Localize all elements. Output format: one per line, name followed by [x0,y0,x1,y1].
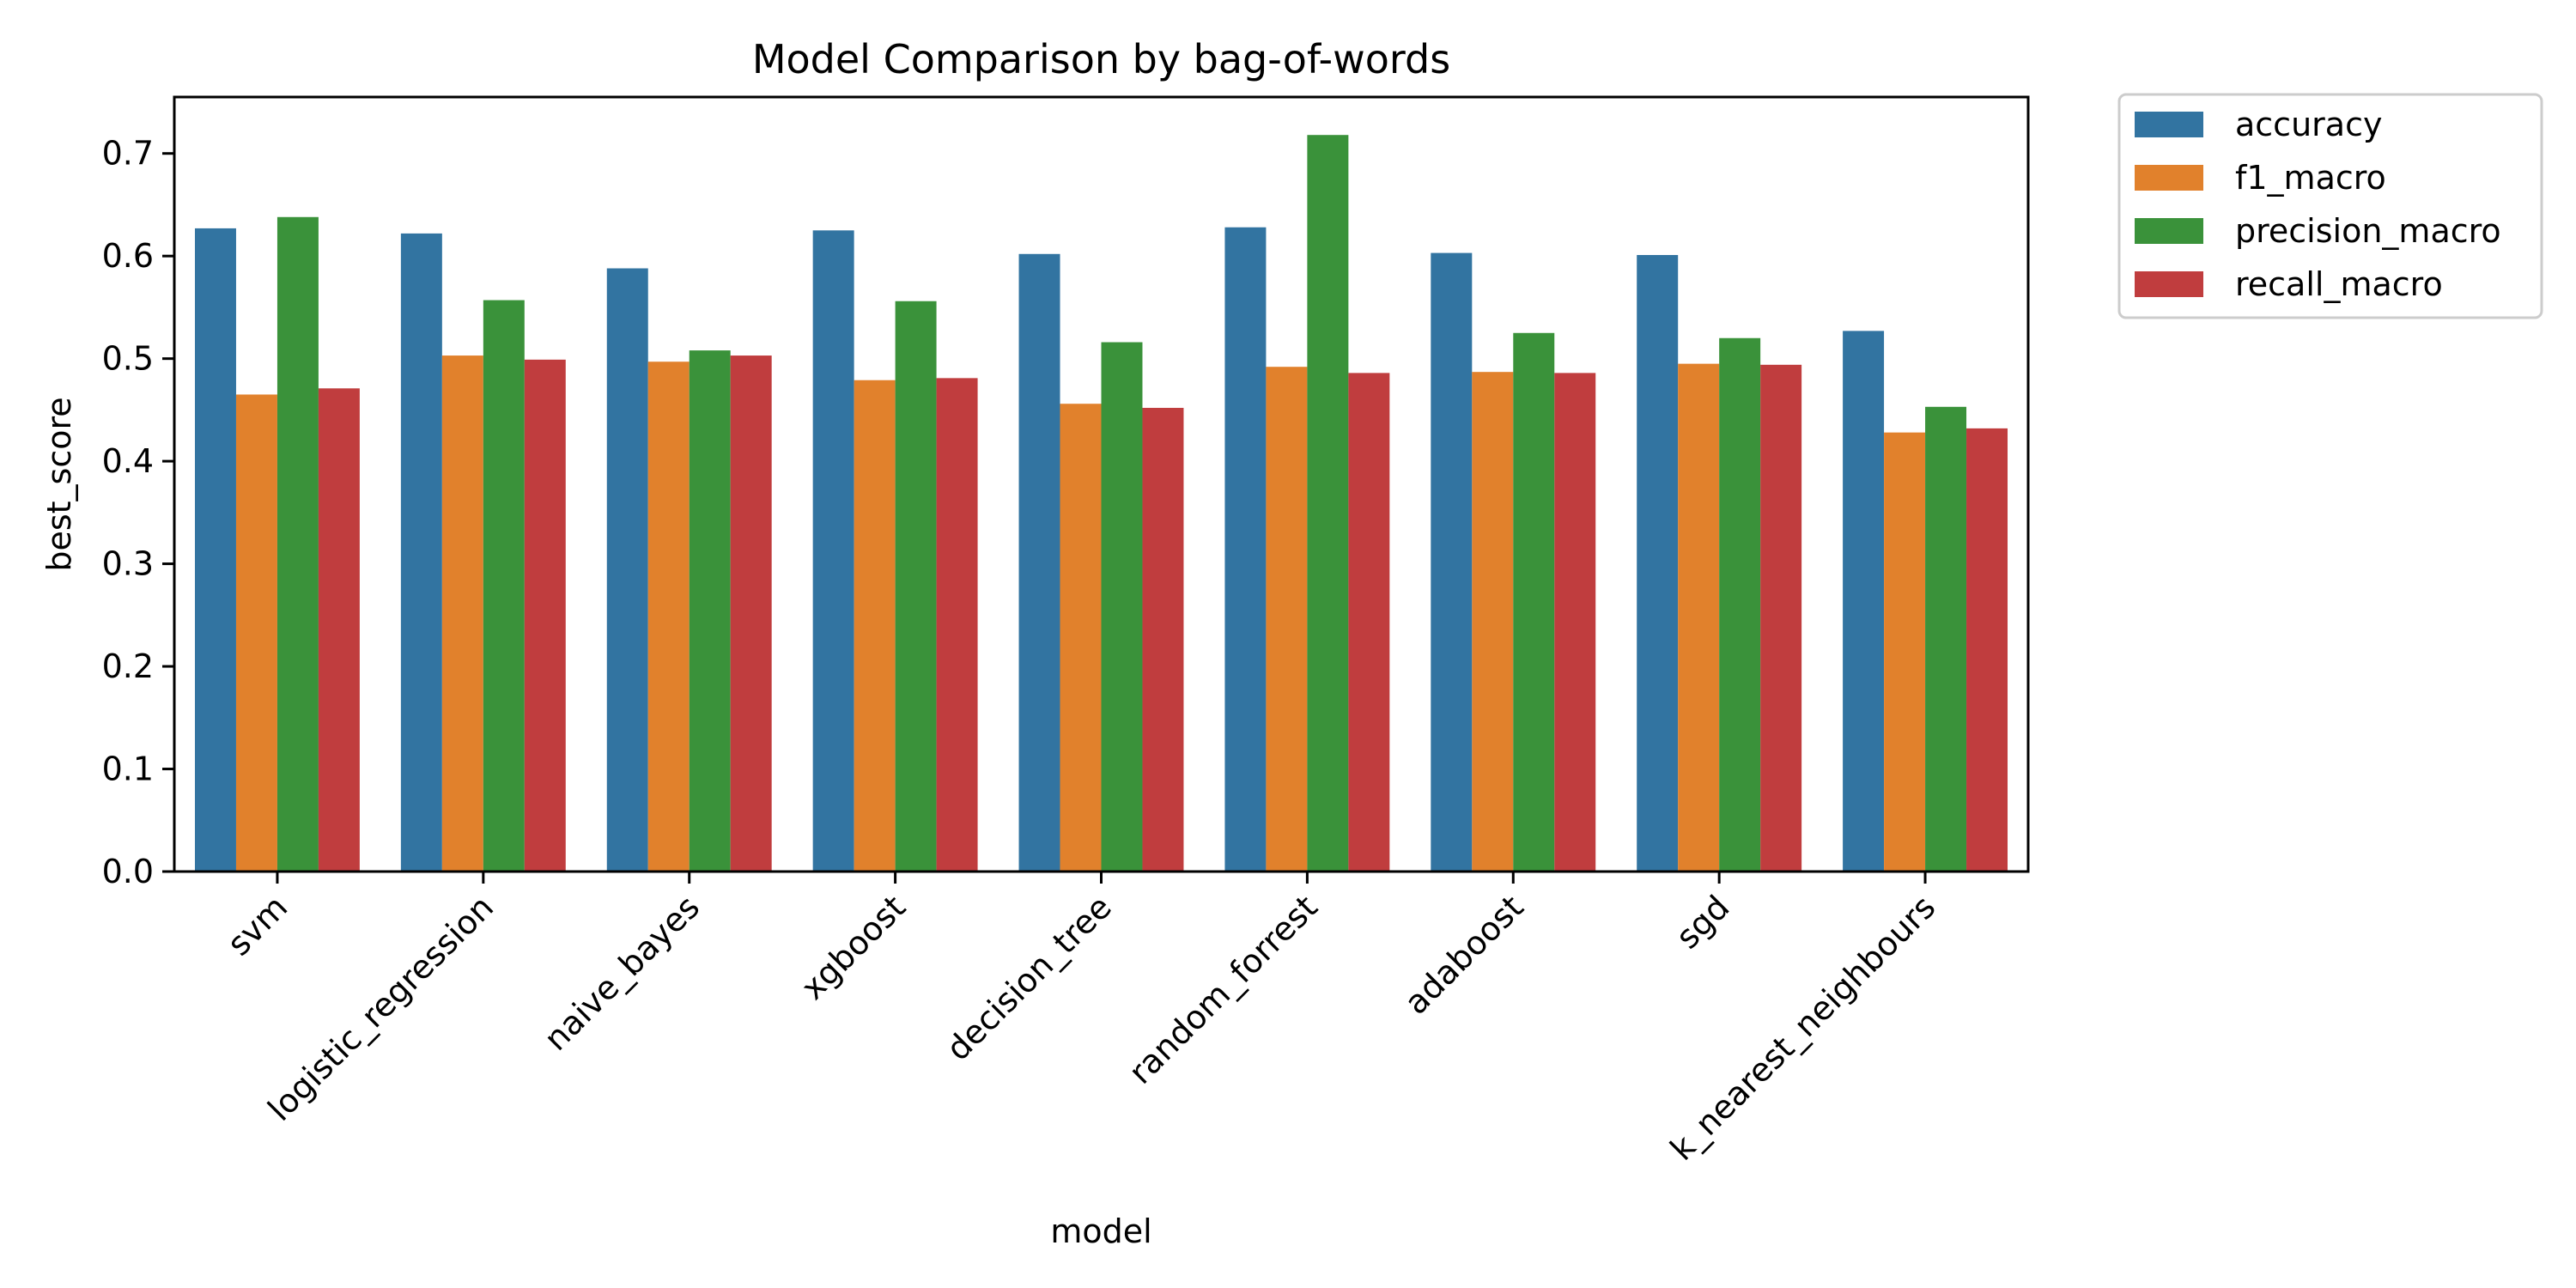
bar-naive_bayes-accuracy [606,268,648,872]
legend-frame [2117,93,2543,319]
y-tick-label: 0.5 [102,340,154,378]
y-tick-label: 0.7 [102,135,154,173]
legend-label-f1_macro: f1_macro [2235,159,2386,197]
x-tick-label: logistic_regression [260,888,501,1128]
bar-adaboost-accuracy [1431,252,1473,872]
bar-naive_bayes-recall_macro [730,355,772,872]
legend-swatch-precision_macro [2135,218,2203,244]
bar-sgd-f1_macro [1678,363,1720,872]
bar-xgboost-f1_macro [854,380,896,872]
bar-decision_tree-recall_macro [1142,407,1184,872]
bar-naive_bayes-precision_macro [689,350,731,872]
legend: accuracy f1_macro precision_macro recall_ma… [2117,93,2543,319]
bar-logistic_regression-precision_macro [483,300,525,872]
bar-adaboost-f1_macro [1472,372,1514,872]
bar-random_forrest-recall_macro [1348,373,1390,872]
bar-sgd-precision_macro [1719,337,1761,872]
bar-decision_tree-f1_macro [1060,404,1102,872]
bar-random_forrest-accuracy [1224,227,1267,872]
bar-logistic_regression-f1_macro [441,355,483,872]
bar-k_nearest_neighbours-f1_macro [1884,432,1926,872]
legend-swatch-f1_macro [2135,165,2203,191]
x-tick-label: sgd [1668,888,1736,956]
y-tick-label: 0.6 [102,237,154,275]
bar-xgboost-accuracy [812,230,854,872]
bar-sgd-accuracy [1637,254,1679,872]
bar-adaboost-precision_macro [1513,332,1555,872]
legend-label-recall_macro: recall_macro [2235,265,2443,303]
x-tick-label: decision_tree [939,888,1118,1067]
bar-decision_tree-accuracy [1018,253,1060,872]
bar-logistic_regression-accuracy [400,233,442,872]
y-tick-label: 0.3 [102,545,154,583]
x-tick-label: xgboost [793,888,913,1007]
y-axis-title: best_score [40,397,78,571]
bar-k_nearest_neighbours-accuracy [1843,331,1885,872]
legend-swatch-accuracy [2135,112,2203,137]
bar-k_nearest_neighbours-precision_macro [1925,406,1967,872]
legend-label-accuracy: accuracy [2235,106,2382,143]
y-tick-label: 0.2 [102,647,154,685]
legend-swatch-recall_macro [2135,271,2203,297]
bar-random_forrest-f1_macro [1266,367,1308,872]
bar-svm-precision_macro [276,216,319,872]
x-axis-title: model [1050,1212,1151,1250]
y-tick-label: 0.0 [102,853,154,890]
bar-k_nearest_neighbours-recall_macro [1966,428,2008,872]
bar-decision_tree-precision_macro [1101,342,1143,872]
bar-adaboost-recall_macro [1554,373,1596,872]
y-tick-label: 0.1 [102,750,154,788]
bar-sgd-recall_macro [1760,364,1802,872]
bar-svm-accuracy [194,228,236,872]
x-tick-label: svm [220,888,295,963]
bar-naive_bayes-f1_macro [647,361,690,872]
bar-random_forrest-precision_macro [1307,135,1349,872]
bars-group [194,135,2008,872]
y-tick-label: 0.4 [102,442,154,480]
chart-title: Model Comparison by bag-of-words [752,36,1450,82]
bar-logistic_regression-recall_macro [524,359,566,872]
bar-svm-recall_macro [318,388,360,872]
bar-xgboost-recall_macro [936,378,978,872]
bar-svm-f1_macro [235,394,277,872]
legend-label-precision_macro: precision_macro [2235,212,2501,250]
bar-xgboost-precision_macro [895,301,937,872]
x-tick-label: adaboost [1397,888,1531,1022]
x-tick-label: naive_bayes [537,888,707,1058]
x-tick-label: random_forrest [1121,888,1325,1091]
